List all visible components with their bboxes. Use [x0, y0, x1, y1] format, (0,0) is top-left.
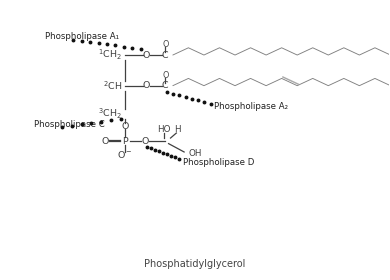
- Text: O$^-$: O$^-$: [117, 149, 133, 160]
- Text: Phosphatidylglycerol: Phosphatidylglycerol: [144, 259, 246, 269]
- Text: C: C: [162, 50, 168, 60]
- Text: H: H: [174, 125, 181, 134]
- Text: Phospholipase C: Phospholipase C: [34, 120, 105, 129]
- Text: O: O: [143, 81, 150, 90]
- Text: O: O: [163, 71, 169, 80]
- Text: O: O: [101, 137, 108, 146]
- Text: Phospholipase A₁: Phospholipase A₁: [45, 32, 119, 41]
- Text: O: O: [121, 122, 129, 130]
- Text: Phospholipase D: Phospholipase D: [183, 158, 255, 167]
- Text: O: O: [163, 40, 169, 49]
- Text: P: P: [122, 137, 128, 146]
- Text: O: O: [143, 50, 150, 60]
- Text: O: O: [142, 137, 149, 146]
- Text: $^3$CH$_2$: $^3$CH$_2$: [98, 106, 122, 121]
- Text: $^2$CH: $^2$CH: [103, 79, 122, 92]
- Text: OH: OH: [188, 149, 202, 158]
- Text: $^1$CH$_2$: $^1$CH$_2$: [98, 48, 122, 62]
- Text: HO: HO: [157, 125, 170, 134]
- Text: Phospholipase A₂: Phospholipase A₂: [215, 102, 289, 111]
- Text: C: C: [162, 81, 168, 90]
